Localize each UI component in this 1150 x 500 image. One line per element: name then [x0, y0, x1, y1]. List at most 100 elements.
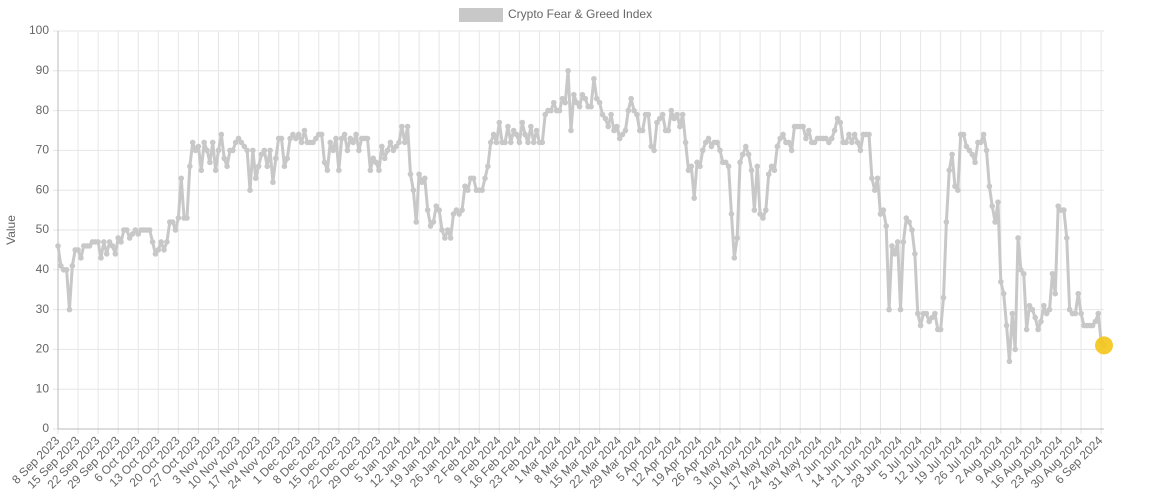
data-point — [1063, 235, 1070, 241]
data-point — [705, 135, 712, 142]
data-point — [333, 135, 339, 142]
data-point — [519, 119, 526, 126]
data-point — [404, 123, 411, 130]
data-point — [295, 131, 302, 138]
data-point — [442, 235, 448, 241]
data-point — [209, 139, 216, 146]
data-point — [370, 155, 377, 162]
y-tick-label: 50 — [36, 222, 50, 236]
data-point — [989, 203, 996, 209]
data-point — [505, 123, 511, 130]
data-point — [347, 135, 354, 142]
data-point — [287, 135, 293, 142]
data-point — [628, 95, 634, 102]
data-point — [742, 143, 749, 150]
data-point — [1009, 310, 1016, 317]
data-point — [631, 107, 637, 114]
data-point — [112, 251, 119, 257]
data-point — [926, 318, 932, 325]
data-point — [270, 179, 276, 186]
y-tick-label: 20 — [36, 342, 50, 356]
data-point — [1029, 306, 1036, 313]
data-point — [152, 251, 159, 257]
data-point — [324, 167, 331, 174]
data-point — [596, 99, 603, 106]
legend-label: Crypto Fear & Greed Index — [508, 7, 652, 21]
data-point — [691, 195, 697, 201]
data-point — [774, 143, 781, 150]
data-point — [465, 187, 471, 193]
data-point — [548, 107, 554, 114]
data-point — [992, 219, 998, 225]
data-point — [356, 147, 362, 154]
data-point — [459, 207, 465, 213]
data-point — [387, 139, 394, 146]
data-point — [576, 103, 583, 110]
data-point — [516, 139, 523, 146]
data-point — [496, 119, 503, 126]
data-point — [353, 131, 359, 138]
data-point — [424, 207, 431, 213]
data-point — [416, 171, 422, 178]
data-point — [582, 95, 589, 102]
data-point — [310, 139, 316, 146]
data-point — [192, 147, 199, 154]
data-point — [654, 119, 660, 126]
data-point — [293, 135, 299, 142]
data-point — [350, 139, 356, 146]
data-point — [785, 139, 792, 146]
data-point — [55, 243, 61, 249]
data-point — [682, 139, 689, 146]
data-point — [542, 111, 548, 118]
data-point — [1003, 322, 1010, 329]
data-point — [871, 187, 878, 193]
data-point — [247, 187, 253, 193]
data-point — [187, 163, 193, 170]
data-point — [224, 163, 230, 170]
data-point — [665, 127, 672, 134]
data-point — [731, 255, 738, 261]
data-point — [109, 243, 116, 249]
data-point — [78, 255, 84, 261]
data-point — [390, 147, 397, 154]
data-point — [493, 139, 500, 146]
data-point — [507, 139, 514, 146]
data-point — [831, 127, 838, 134]
data-point — [281, 163, 288, 170]
data-point — [135, 231, 142, 237]
data-point — [539, 139, 546, 146]
data-point — [367, 167, 374, 174]
data-point — [648, 143, 655, 150]
data-point — [929, 314, 935, 321]
data-point — [874, 175, 881, 182]
data-point — [602, 115, 609, 122]
data-point — [482, 175, 488, 182]
data-point — [611, 127, 617, 134]
data-point — [966, 147, 973, 154]
data-point — [960, 131, 967, 138]
data-point — [379, 143, 385, 150]
data-point — [410, 187, 417, 193]
data-point — [571, 91, 577, 98]
data-point — [284, 155, 291, 162]
data-point — [697, 163, 703, 170]
data-point — [983, 147, 990, 154]
data-point — [995, 199, 1001, 205]
data-point — [657, 115, 663, 122]
data-point — [943, 219, 950, 225]
data-point — [164, 239, 170, 245]
data-point — [103, 251, 110, 257]
highlight-point — [1095, 336, 1113, 355]
data-point — [244, 147, 250, 154]
data-point — [373, 159, 379, 166]
data-point — [593, 95, 600, 102]
data-point — [530, 139, 537, 146]
data-point — [453, 207, 460, 213]
data-point — [977, 139, 984, 146]
y-axis-title: Value — [4, 215, 18, 245]
data-point — [396, 139, 402, 146]
data-point — [946, 167, 953, 174]
data-point — [986, 183, 993, 190]
data-point — [917, 322, 924, 329]
data-point — [573, 99, 580, 106]
